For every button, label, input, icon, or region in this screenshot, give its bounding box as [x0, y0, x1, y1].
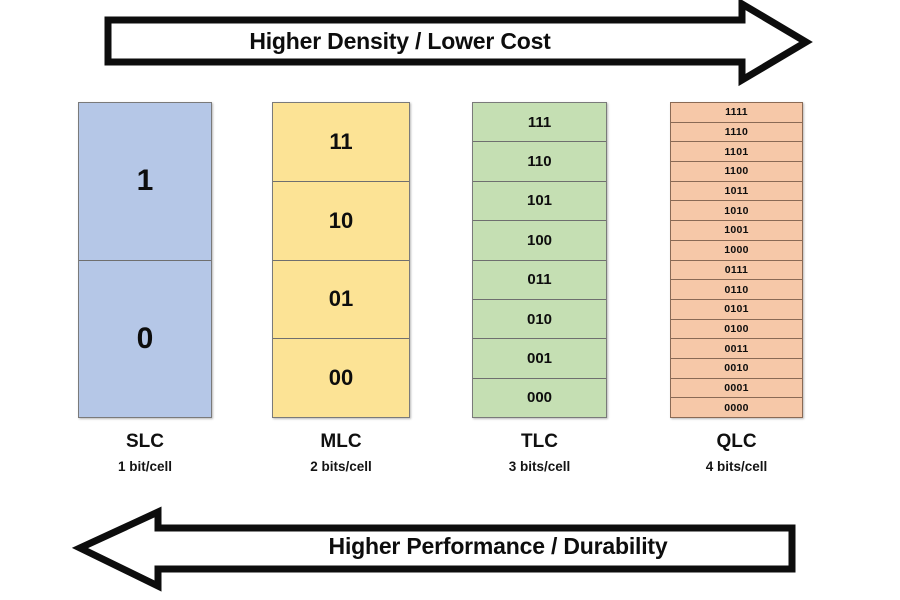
- qlc-state: 0110: [671, 280, 802, 300]
- slc-name: SLC: [126, 431, 164, 452]
- tlc-state: 101: [473, 182, 606, 222]
- bottom-arrow-label: Higher Performance / Durability: [328, 533, 668, 559]
- qlc-caption: QLC 4 bits/cell: [706, 432, 768, 474]
- qlc-state: 1001: [671, 221, 802, 241]
- top-arrow: [0, 0, 900, 90]
- qlc-state: 0101: [671, 300, 802, 320]
- tlc-state: 001: [473, 339, 606, 379]
- mlc-bits-per-cell: 2 bits/cell: [310, 459, 372, 474]
- qlc-state: 1011: [671, 182, 802, 202]
- mlc-state: 01: [273, 261, 409, 340]
- bottom-arrow-shape: [71, 506, 796, 592]
- tlc-state: 100: [473, 221, 606, 261]
- qlc-name: QLC: [716, 431, 757, 452]
- qlc-state: 0100: [671, 320, 802, 340]
- slc-state: 1: [79, 103, 211, 261]
- tlc-state: 000: [526, 389, 553, 407]
- tlc-state: 111: [473, 103, 606, 143]
- tlc-cell-stack: 111 110 101 100 011 010 001 000: [472, 102, 607, 418]
- qlc-state: 1111: [671, 103, 802, 123]
- slc-cell-stack: 1 0: [78, 102, 212, 418]
- slc-state: 0: [136, 321, 154, 355]
- tlc-state: 011: [473, 261, 606, 300]
- mlc-cell-stack: 11 10 01 00: [272, 102, 410, 418]
- qlc-bits-per-cell: 4 bits/cell: [705, 459, 768, 474]
- qlc-state: 0001: [671, 379, 802, 399]
- slc-bits-per-cell: 1 bit/cell: [117, 459, 173, 474]
- qlc-state: 0010: [671, 359, 802, 379]
- qlc-state: 1010: [671, 201, 802, 222]
- slc-caption: SLC 1 bit/cell: [118, 432, 172, 474]
- qlc-state: 0000: [724, 401, 749, 414]
- cell-type-columns: 1 0 SLC 1 bit/cell 11 10 01 00 MLC 2 bit…: [0, 102, 900, 480]
- tlc-caption: TLC 3 bits/cell: [509, 432, 571, 474]
- tlc-state: 010: [473, 300, 606, 340]
- qlc-state: 1000: [671, 241, 802, 261]
- qlc-state: 1101: [671, 142, 802, 163]
- mlc-state: 00: [328, 365, 354, 391]
- bottom-arrow: [0, 505, 900, 597]
- qlc-state: 0111: [671, 261, 802, 281]
- mlc-state: 10: [273, 182, 409, 261]
- tlc-bits-per-cell: 3 bits/cell: [508, 459, 571, 474]
- tlc-name: TLC: [521, 431, 558, 452]
- qlc-cell-stack: 1111 1110 1101 1100 1011 1010 1001 1000 …: [670, 102, 803, 418]
- top-arrow-shape: [104, 0, 813, 87]
- qlc-state: 1110: [671, 123, 802, 143]
- qlc-state: 0011: [671, 339, 802, 359]
- mlc-state: 11: [273, 103, 409, 182]
- mlc-caption: MLC 2 bits/cell: [310, 432, 372, 474]
- tlc-state: 110: [473, 142, 606, 182]
- top-arrow-label: Higher Density / Lower Cost: [249, 28, 551, 54]
- qlc-state: 1100: [671, 162, 802, 182]
- mlc-name: MLC: [320, 431, 362, 452]
